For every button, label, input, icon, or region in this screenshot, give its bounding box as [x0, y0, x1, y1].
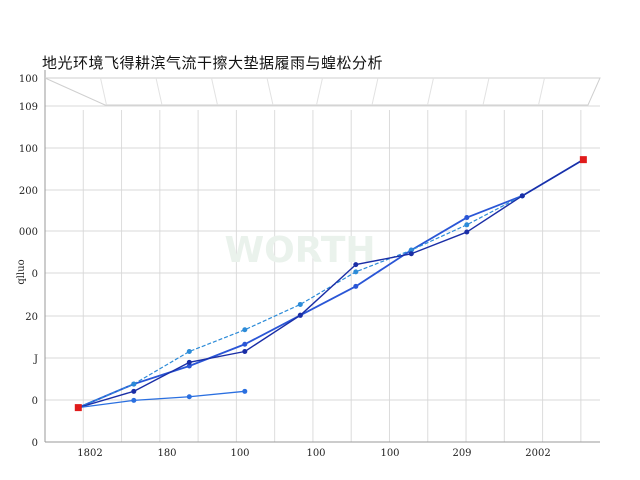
series-point-2 [297, 312, 303, 318]
x-tick-label: 100 [230, 448, 249, 459]
watermark: WORTH [224, 230, 375, 271]
series-point-0 [353, 283, 359, 289]
series-point-3 [131, 397, 137, 403]
series-point-2 [408, 251, 414, 257]
y-tick-label: 20 [25, 312, 38, 323]
series-line-1 [78, 159, 584, 409]
y-tick-label: 000 [19, 227, 38, 238]
x-tick-label: 1802 [77, 448, 102, 459]
series-point-3 [186, 394, 192, 400]
endpoint-marker [74, 404, 82, 412]
y-tick-label: 0 [32, 396, 38, 407]
x-tick-label: 209 [452, 448, 471, 459]
series-point-2 [242, 349, 248, 354]
y-tick-label: 0 [32, 269, 38, 280]
x-tick-label: 180 [157, 448, 176, 459]
top-plane-outline [44, 77, 601, 106]
top-plane-gridline [211, 77, 218, 106]
series-line-2 [78, 159, 584, 409]
y-tick-label: 109 [19, 102, 38, 113]
series-markers [75, 157, 586, 411]
series-point-1 [353, 269, 359, 275]
series-point-3 [242, 388, 248, 394]
watermark-text: WORTH [224, 230, 375, 271]
series-line-0 [77, 158, 584, 409]
top-plane-gridline [266, 77, 274, 106]
y-tick-label: J [33, 354, 38, 365]
series-point-2 [519, 193, 525, 199]
y-tick-label: 200 [19, 186, 38, 197]
top-plane-gridline [538, 77, 545, 106]
endpoint-markers [74, 156, 587, 412]
y-axis-side-label: qlluo [16, 259, 27, 284]
endpoint-marker [579, 156, 587, 164]
top-plane-gridline [100, 77, 107, 106]
series-line-3 [78, 390, 245, 409]
top-plane-gridline [316, 77, 323, 106]
series-point-2 [186, 359, 192, 365]
y-tick-label: 100 [19, 144, 38, 155]
series-point-1 [297, 301, 303, 307]
x-tick-label: 100 [306, 448, 325, 459]
series-point-2 [131, 388, 137, 394]
series-point-2 [464, 229, 470, 235]
series-point-1 [186, 349, 192, 354]
top-plane-gridline [427, 77, 434, 106]
top-plane-gridline [155, 77, 163, 106]
x-axis-ticks: 1802 180 100 100 100 209 2002 [77, 448, 550, 459]
series-point-1 [408, 247, 414, 253]
series-lines [77, 158, 584, 409]
x-tick-label: 2002 [525, 448, 550, 459]
series-point-2 [353, 262, 359, 268]
chart-frame [44, 70, 601, 443]
series-point-1 [242, 327, 248, 333]
y-tick-label: 0 [32, 438, 38, 449]
chart-title: 地光环境飞得耕滨气流干擦大垫据履雨与蝗松分析 [42, 54, 384, 72]
top-plane-gridline [371, 77, 379, 106]
series-point-1 [131, 381, 137, 387]
series-point-1 [464, 222, 470, 228]
series-point-0 [464, 215, 470, 221]
y-tick-label: 100 [19, 74, 38, 85]
x-tick-label: 100 [380, 448, 399, 459]
series-point-0 [242, 341, 248, 347]
series-point-0 [186, 363, 192, 369]
top-plane-gridline [482, 77, 490, 106]
